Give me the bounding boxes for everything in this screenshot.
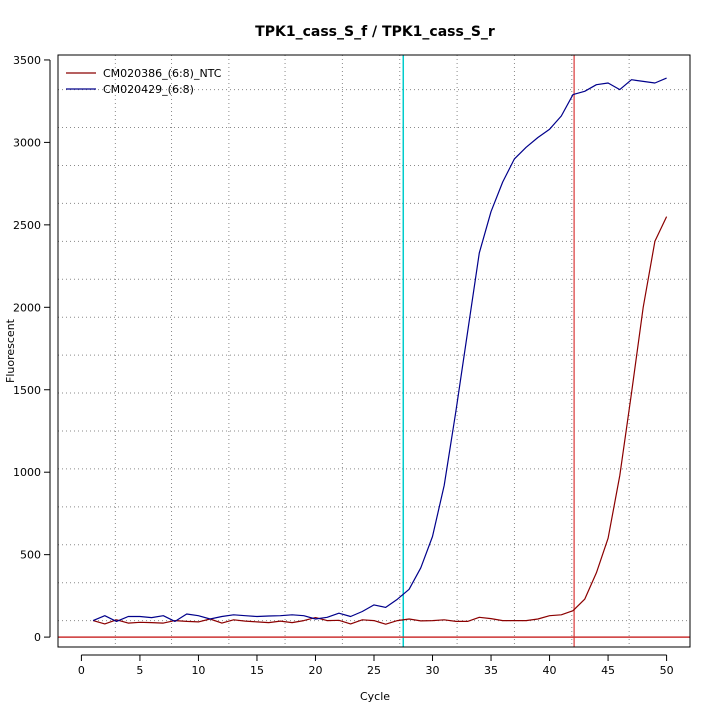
y-tick-label: 3500 (13, 54, 41, 67)
chart-title: TPK1_cass_S_f / TPK1_cass_S_r (255, 24, 495, 40)
x-tick-label: 30 (426, 664, 440, 677)
x-tick-label: 5 (136, 664, 143, 677)
x-tick-label: 10 (191, 664, 205, 677)
x-tick-label: 15 (250, 664, 264, 677)
x-axis-label: Cycle (360, 690, 390, 703)
x-tick-label: 40 (543, 664, 557, 677)
legend-label-2: CM020429_(6:8) (103, 83, 194, 96)
series-line-2 (92, 77, 667, 623)
series-line-1 (92, 216, 668, 625)
x-tick-label: 50 (660, 664, 674, 677)
x-tick-label: 0 (78, 664, 85, 677)
y-tick-label: 1000 (13, 466, 41, 479)
y-tick-label: 2000 (13, 301, 41, 314)
y-tick-label: 3000 (13, 136, 41, 149)
x-tick-label: 45 (601, 664, 615, 677)
y-axis: 0 500 1000 1500 2000 2500 3000 3500 (13, 54, 51, 644)
legend: CM020386_(6:8)_NTC CM020429_(6:8) (66, 67, 222, 96)
reference-lines (58, 55, 690, 647)
y-tick-label: 2500 (13, 219, 41, 232)
plot-frame (57, 54, 691, 648)
x-tick-label: 20 (308, 664, 322, 677)
y-tick-label: 1500 (13, 384, 41, 397)
series-lines (92, 77, 668, 625)
grid (58, 55, 690, 647)
y-tick-label: 500 (20, 549, 41, 562)
y-tick-label: 0 (34, 631, 41, 644)
y-axis-label: Fluorescent (4, 318, 17, 383)
x-tick-label: 25 (367, 664, 381, 677)
legend-label-1: CM020386_(6:8)_NTC (103, 67, 222, 80)
x-tick-label: 35 (484, 664, 498, 677)
x-axis: 0 5 10 15 20 25 30 35 40 45 50 (78, 654, 674, 677)
